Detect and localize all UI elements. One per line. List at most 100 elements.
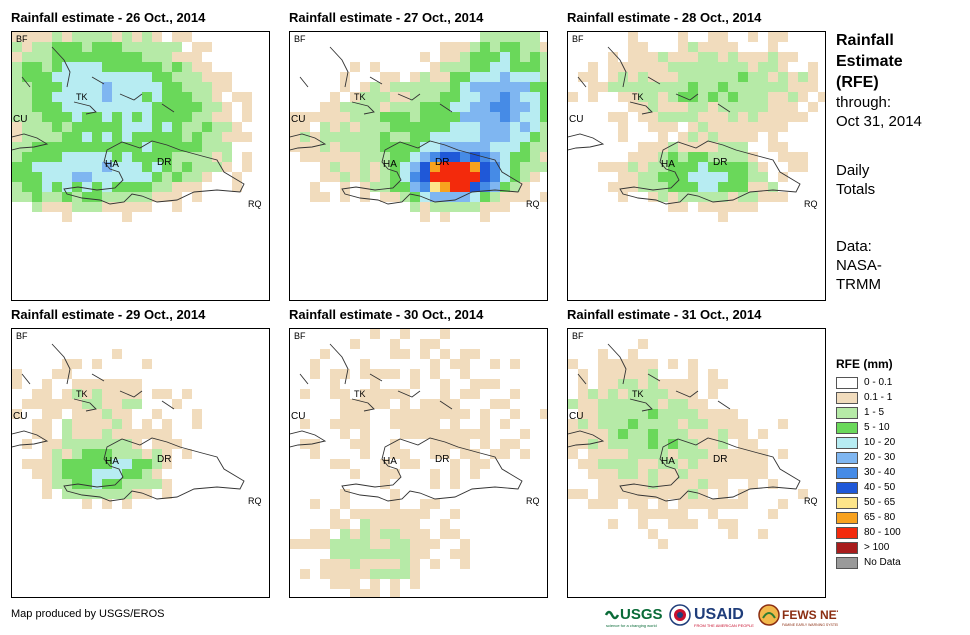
map-description: Rainfall Estimate (RFE) through: Oct 31,… <box>836 30 961 294</box>
rainfall-cell <box>738 152 748 162</box>
rainfall-cell <box>798 152 808 162</box>
rainfall-cell <box>798 92 808 102</box>
rainfall-cell <box>420 529 430 539</box>
rainfall-cell <box>708 72 718 82</box>
coastline-path <box>290 133 327 151</box>
rainfall-cell <box>102 42 112 52</box>
rainfall-cell <box>330 559 340 569</box>
rainfall-cell <box>72 419 82 429</box>
rainfall-cell <box>122 42 132 52</box>
rainfall-cell <box>310 369 320 379</box>
rainfall-cell <box>430 449 440 459</box>
rainfall-cell <box>638 369 648 379</box>
rainfall-cell <box>598 82 608 92</box>
label-tk: TK <box>354 92 366 102</box>
rainfall-cell <box>22 439 32 449</box>
map-panel-28: Rainfall estimate - 28 Oct., 2014 BF CU … <box>567 11 826 301</box>
rainfall-cell <box>12 162 22 172</box>
rainfall-cell <box>310 142 320 152</box>
rainfall-cell <box>460 182 470 192</box>
rainfall-cell <box>778 192 788 202</box>
rainfall-cell <box>192 172 202 182</box>
rainfall-cell <box>490 152 500 162</box>
rainfall-cell <box>330 369 340 379</box>
rainfall-cell <box>142 449 152 459</box>
rainfall-cell <box>102 52 112 62</box>
rainfall-cell <box>350 62 360 72</box>
rainfall-cell <box>62 469 72 479</box>
rainfall-cell <box>618 182 628 192</box>
rainfall-cell <box>152 162 162 172</box>
rainfall-cell <box>92 132 102 142</box>
rainfall-cell <box>738 92 748 102</box>
rainfall-cell <box>102 172 112 182</box>
rainfall-cell <box>340 429 350 439</box>
rainfall-cell <box>668 122 678 132</box>
rainfall-cell <box>142 62 152 72</box>
coastline <box>12 46 245 205</box>
rainfall-cell <box>648 142 658 152</box>
rainfall-cell <box>668 92 678 102</box>
rainfall-cell <box>12 82 22 92</box>
rainfall-cell <box>480 182 490 192</box>
rainfall-cell <box>470 142 480 152</box>
label-tk: TK <box>354 389 366 399</box>
rainfall-cell <box>172 102 182 112</box>
rainfall-cell <box>708 102 718 112</box>
label-dr: DR <box>713 157 728 168</box>
rainfall-cell <box>62 162 72 172</box>
rainfall-cell <box>460 72 470 82</box>
rainfall-cell <box>112 429 122 439</box>
rainfall-cell <box>430 192 440 202</box>
rainfall-cell <box>778 152 788 162</box>
rainfall-grid <box>12 32 252 222</box>
rainfall-cell <box>112 459 122 469</box>
rainfall-cell <box>678 52 688 62</box>
rainfall-cell <box>688 172 698 182</box>
rainfall-cell <box>688 459 698 469</box>
rainfall-cell <box>340 419 350 429</box>
rainfall-cell <box>450 122 460 132</box>
rainfall-cell <box>102 449 112 459</box>
rainfall-cell <box>480 162 490 172</box>
rainfall-cell <box>340 559 350 569</box>
rainfall-cell <box>768 132 778 142</box>
rainfall-cell <box>668 52 678 62</box>
rainfall-cell <box>390 509 400 519</box>
rainfall-cell <box>748 32 758 42</box>
rainfall-cell <box>608 519 618 529</box>
rainfall-cell <box>182 62 192 72</box>
rainfall-cell <box>658 419 668 429</box>
rainfall-cell <box>62 142 72 152</box>
rainfall-cell <box>718 172 728 182</box>
rainfall-cell <box>390 162 400 172</box>
rainfall-cell <box>340 389 350 399</box>
rainfall-cell <box>668 469 678 479</box>
rainfall-cell <box>380 539 390 549</box>
rainfall-cell <box>450 162 460 172</box>
rainfall-cell <box>718 152 728 162</box>
rainfall-cell <box>42 459 52 469</box>
legend-swatch <box>836 451 858 464</box>
rainfall-cell <box>232 182 242 192</box>
rainfall-cell <box>22 459 32 469</box>
rainfall-cell <box>62 122 72 132</box>
rainfall-cell <box>638 162 648 172</box>
rainfall-cell <box>132 122 142 132</box>
coastline-path <box>568 133 605 151</box>
rainfall-cell <box>152 62 162 72</box>
rainfall-cell <box>202 172 212 182</box>
rainfall-cell <box>142 172 152 182</box>
rainfall-cell <box>718 52 728 62</box>
rainfall-cell <box>698 122 708 132</box>
rainfall-cell <box>350 339 360 349</box>
rainfall-cell <box>32 52 42 62</box>
rainfall-cell <box>400 419 410 429</box>
rainfall-cell <box>12 379 22 389</box>
rainfall-cell <box>350 132 360 142</box>
legend-label: 1 - 5 <box>864 407 885 418</box>
rainfall-cell <box>400 399 410 409</box>
rainfall-cell <box>52 449 62 459</box>
coastline-path <box>568 430 605 448</box>
rainfall-cell <box>192 122 202 132</box>
